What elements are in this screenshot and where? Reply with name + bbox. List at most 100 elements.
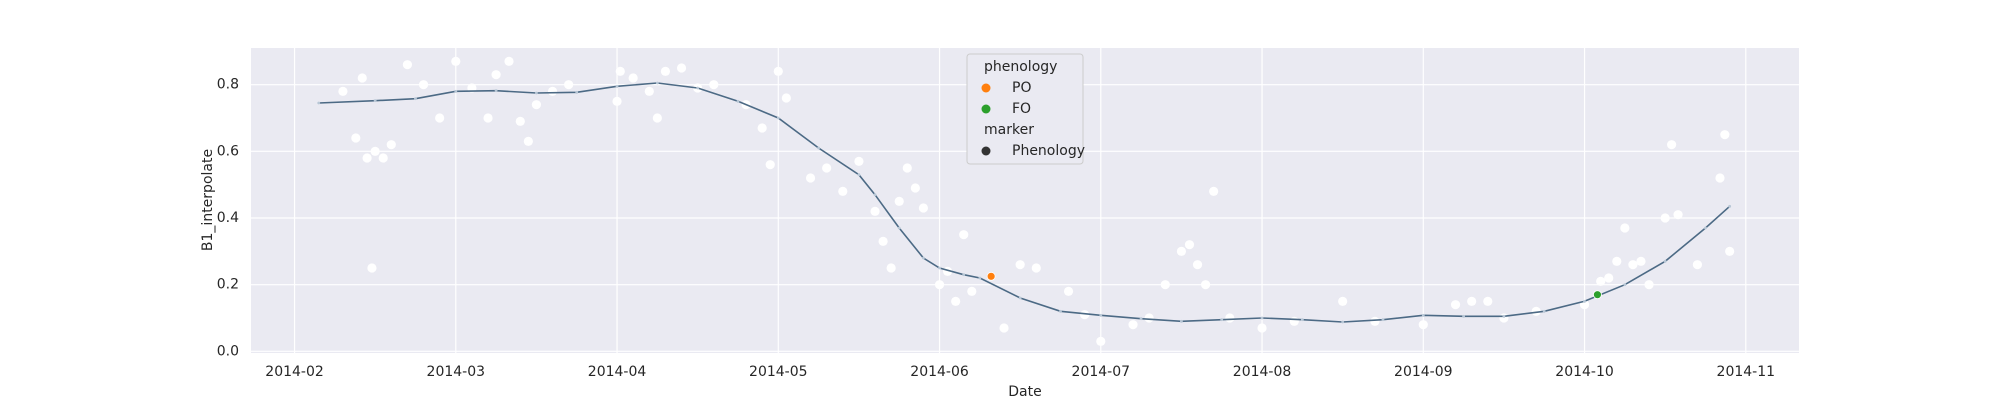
line-vertex [1341, 320, 1345, 324]
data-point [491, 70, 501, 80]
line-vertex [776, 116, 780, 120]
data-point [757, 123, 767, 133]
data-point [435, 113, 445, 123]
data-point [351, 133, 361, 143]
phenology-point [986, 271, 996, 281]
line-vertex [1059, 309, 1062, 313]
data-point [402, 60, 413, 70]
x-tick-label: 2014-11 [1717, 364, 1776, 380]
data-point [378, 153, 388, 163]
x-tick-label: 2014-06 [910, 364, 969, 380]
x-tick-label: 2014-09 [1394, 364, 1453, 380]
data-point [918, 203, 929, 213]
legend-box [966, 53, 1084, 165]
x-tick-label: 2014-05 [749, 364, 808, 380]
data-point [1338, 296, 1348, 306]
data-point [1499, 313, 1509, 323]
data-point [386, 140, 396, 150]
data-point [1015, 260, 1025, 270]
data-point [1184, 240, 1195, 250]
line-vertex [655, 81, 659, 85]
line-vertex [817, 146, 820, 150]
data-point [367, 263, 377, 273]
data-point [1531, 306, 1541, 316]
data-point [1370, 316, 1380, 326]
data-point [1667, 140, 1677, 150]
line-vertex [873, 193, 877, 197]
data-point [1450, 300, 1461, 310]
data-point [951, 296, 961, 306]
data-point [1031, 263, 1041, 273]
line-vertex [454, 89, 458, 93]
line-vertex [615, 84, 619, 88]
data-point [894, 196, 904, 206]
data-point [1636, 256, 1646, 266]
line-vertex [922, 256, 925, 260]
data-point [1144, 313, 1154, 323]
x-axis-label: Date [1008, 384, 1041, 400]
line-vertex [317, 101, 321, 105]
data-point [362, 153, 372, 163]
y-axis-label: B1_interpolate [200, 149, 216, 251]
y-tick-label: 0.8 [217, 77, 239, 93]
data-point [1201, 280, 1211, 290]
data-point [1176, 246, 1187, 256]
line-vertex [1704, 226, 1707, 230]
data-point [628, 73, 638, 83]
data-point [822, 163, 832, 173]
data-point [1673, 210, 1683, 220]
y-tick-label: 0.6 [217, 143, 239, 159]
data-point [1620, 223, 1630, 233]
data-point [531, 100, 542, 110]
x-tick-label: 2014-04 [588, 364, 647, 380]
data-point [1160, 280, 1170, 290]
legend-label: PO [1012, 80, 1031, 96]
data-point [370, 146, 380, 156]
data-point [1596, 276, 1606, 286]
line-vertex [1623, 283, 1627, 287]
data-point [1418, 320, 1428, 330]
data-point [709, 80, 719, 90]
line-vertex [1728, 204, 1732, 208]
data-point [1096, 336, 1106, 346]
data-point [805, 173, 816, 183]
data-point [967, 286, 977, 296]
data-point [1209, 186, 1219, 196]
data-point [504, 56, 514, 66]
data-point [886, 263, 896, 273]
data-point [676, 63, 687, 73]
data-point [1289, 316, 1299, 326]
line-vertex [1260, 316, 1264, 320]
data-point [910, 183, 920, 193]
x-tick-label: 2014-10 [1555, 364, 1614, 380]
x-tick-label: 2014-08 [1233, 364, 1292, 380]
data-point [999, 323, 1009, 333]
data-point [451, 56, 461, 66]
data-point [1720, 130, 1730, 140]
legend-label: FO [1012, 101, 1031, 117]
line-vertex [696, 86, 700, 90]
data-point [515, 116, 525, 126]
line-vertex [978, 276, 982, 280]
legend-title: phenology [984, 59, 1057, 75]
line-vertex [962, 273, 966, 277]
data-point [564, 80, 574, 90]
data-point [612, 96, 622, 106]
data-point [870, 206, 880, 216]
line-vertex [373, 99, 377, 103]
data-point [1604, 273, 1614, 283]
data-point [615, 66, 625, 76]
legend-marker [981, 104, 991, 114]
data-point [1063, 286, 1074, 296]
line-vertex [414, 97, 417, 101]
x-tick-label: 2014-03 [427, 364, 486, 380]
data-point [902, 163, 912, 173]
data-point [1692, 260, 1703, 270]
line-vertex [1502, 314, 1506, 318]
data-point [765, 160, 775, 170]
y-tick-label: 0.2 [217, 277, 239, 293]
data-point [1467, 296, 1477, 306]
legend-label: Phenology [1012, 143, 1085, 159]
data-point [483, 113, 493, 123]
line-vertex [575, 90, 579, 94]
